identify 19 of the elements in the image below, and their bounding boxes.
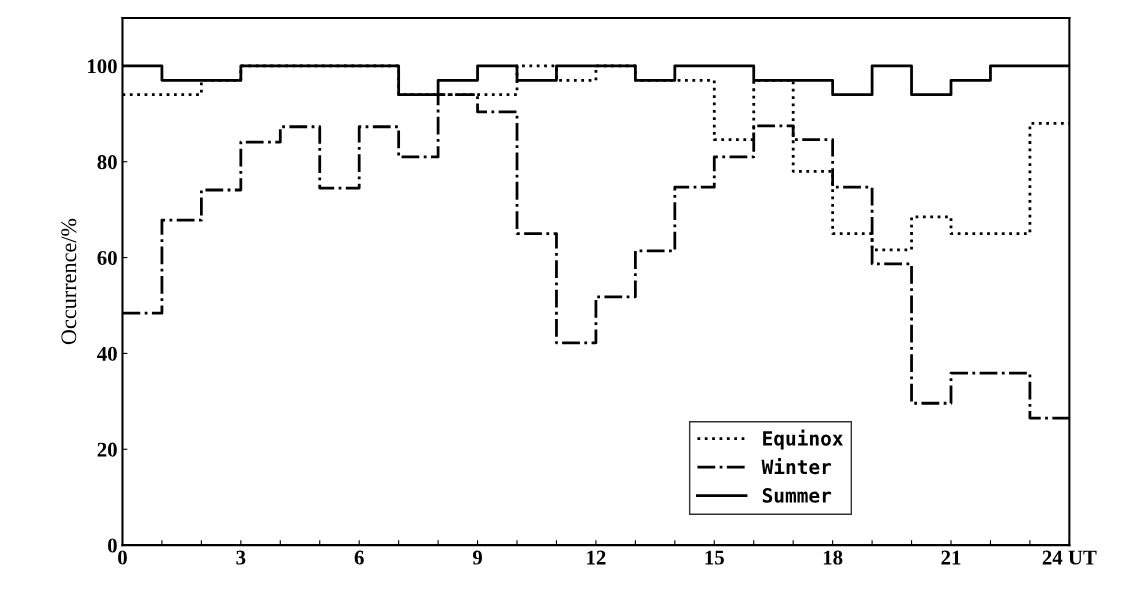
legend-label: Summer <box>762 488 832 503</box>
x-tick-label: 21 <box>941 550 961 565</box>
x-tick-label: 9 <box>472 550 483 565</box>
y-tick-label: 0 <box>107 538 117 553</box>
x-tick-label: 24 UT <box>1042 550 1097 565</box>
x-tick-label: 6 <box>354 550 364 565</box>
x-tick-label: 15 <box>705 550 724 565</box>
x-tick-label: 0 <box>118 550 127 565</box>
y-tick-label: 20 <box>97 442 117 457</box>
y-axis-title: Occurrence/% <box>61 218 77 345</box>
x-tick-label: 18 <box>823 550 843 565</box>
legend-label: Equinox <box>763 429 844 450</box>
y-tick-label: 40 <box>97 346 117 361</box>
legend-label: Winter <box>761 458 832 475</box>
y-tick-label: 100 <box>88 59 117 74</box>
y-tick-label: 80 <box>97 155 117 170</box>
y-tick-label: 60 <box>97 250 117 265</box>
x-tick-label: 12 <box>587 550 606 565</box>
x-tick-label: 3 <box>236 550 246 565</box>
